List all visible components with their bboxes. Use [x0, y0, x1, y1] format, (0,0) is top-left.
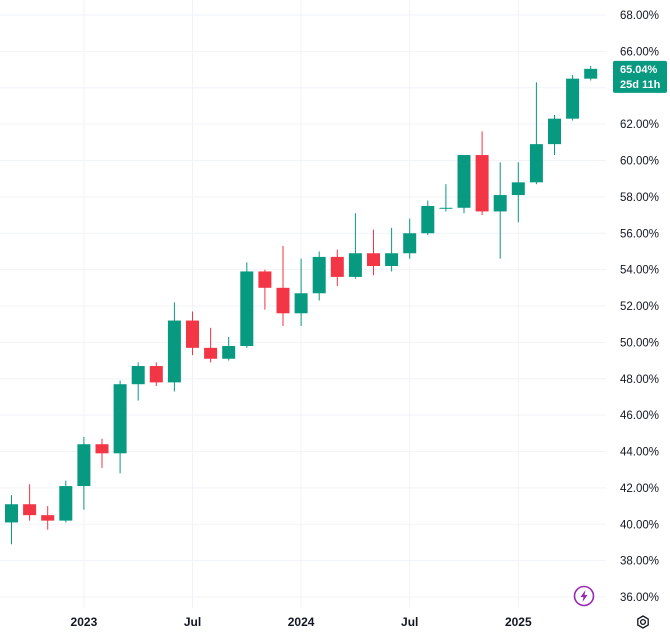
candle — [186, 311, 199, 356]
bar-countdown: 25d 11h — [620, 79, 661, 91]
candle — [41, 506, 55, 530]
candle — [204, 327, 218, 363]
y-tick-label: 50.00% — [620, 337, 659, 349]
candle — [584, 65, 598, 81]
y-tick-label: 38.00% — [620, 556, 659, 568]
y-tick-label: 52.00% — [620, 301, 659, 313]
y-tick-label: 48.00% — [620, 374, 659, 386]
candle-body — [367, 253, 380, 266]
candle — [312, 251, 326, 301]
candle-body — [167, 320, 181, 383]
candle-body — [548, 118, 561, 145]
candle — [294, 258, 308, 327]
candle-body — [113, 384, 127, 454]
candle — [348, 213, 362, 279]
y-tick-label: 60.00% — [620, 156, 659, 168]
candle-body — [403, 233, 417, 254]
last-price-value: 65.04% — [620, 64, 658, 76]
candle-body — [330, 256, 344, 277]
candle — [149, 362, 163, 387]
candle-body — [439, 207, 453, 209]
lightning-icon[interactable] — [573, 585, 595, 607]
candles — [5, 65, 598, 545]
candle — [23, 484, 37, 521]
grid-lines — [0, 0, 606, 608]
candle-body — [222, 346, 236, 359]
y-tick-label: 62.00% — [620, 119, 659, 131]
candle-body — [131, 366, 145, 385]
candle-body — [566, 78, 580, 119]
candle-body — [511, 182, 525, 196]
candle — [385, 227, 399, 272]
candle — [240, 262, 254, 348]
candle — [276, 245, 290, 327]
candle-body — [23, 504, 37, 516]
candle — [511, 162, 525, 223]
candle-body — [529, 144, 543, 183]
y-tick-label: 66.00% — [620, 46, 659, 58]
settings-icon[interactable] — [637, 615, 649, 629]
x-tick-label: 2023 — [71, 615, 98, 629]
candle-body — [59, 486, 73, 521]
candle-body — [204, 347, 218, 359]
candle — [403, 218, 417, 259]
x-axis: 2023 Jul 2024 Jul 2025 — [71, 615, 532, 629]
candle-body — [276, 287, 290, 314]
candle — [5, 495, 18, 545]
x-tick-label: Jul — [184, 615, 201, 629]
x-tick-label: 2025 — [505, 615, 532, 629]
candle-body — [149, 366, 163, 383]
y-tick-label: 44.00% — [620, 447, 659, 459]
candle-body — [77, 444, 91, 487]
y-tick-label: 58.00% — [620, 192, 659, 204]
y-tick-label: 40.00% — [620, 519, 659, 531]
candle-body — [475, 155, 489, 212]
candle-body — [421, 205, 435, 234]
candle — [258, 269, 272, 310]
candle — [439, 184, 453, 212]
candle-body — [41, 515, 55, 521]
x-tick-label: Jul — [401, 615, 418, 629]
candle-body — [348, 253, 362, 277]
candle — [77, 436, 91, 510]
candle — [113, 380, 127, 474]
last-price-tag: 65.04% 25d 11h — [613, 60, 667, 93]
candle — [493, 162, 507, 259]
candle — [167, 302, 181, 392]
candle — [457, 155, 471, 214]
candle-body — [584, 68, 598, 79]
y-tick-label: 56.00% — [620, 228, 659, 240]
candle — [222, 336, 236, 361]
y-tick-label: 36.00% — [620, 592, 659, 604]
candle — [529, 82, 543, 185]
candle-body — [493, 195, 507, 212]
candle-body — [258, 271, 272, 288]
y-tick-label: 42.00% — [620, 483, 659, 495]
y-axis: 36.00% 38.00% 40.00% 42.00% 44.00% 46.00% 48.0… — [620, 10, 659, 604]
candle — [95, 438, 109, 468]
candle — [131, 362, 145, 401]
candle — [59, 480, 73, 523]
y-tick-label: 54.00% — [620, 265, 659, 277]
x-tick-label: 2024 — [288, 615, 315, 629]
candle-body — [457, 155, 471, 208]
candle-body — [5, 504, 18, 523]
candle-body — [95, 444, 109, 454]
candle-body — [186, 320, 199, 348]
candle — [566, 75, 580, 121]
candle-body — [240, 271, 254, 347]
candle — [330, 249, 344, 286]
candle — [367, 229, 380, 276]
candle-body — [312, 256, 326, 294]
candle — [475, 131, 489, 216]
y-tick-label: 68.00% — [620, 10, 659, 22]
candle-body — [385, 253, 399, 266]
y-tick-label: 46.00% — [620, 410, 659, 422]
candle-body — [294, 293, 308, 314]
candle — [421, 200, 435, 236]
candle — [548, 115, 561, 156]
